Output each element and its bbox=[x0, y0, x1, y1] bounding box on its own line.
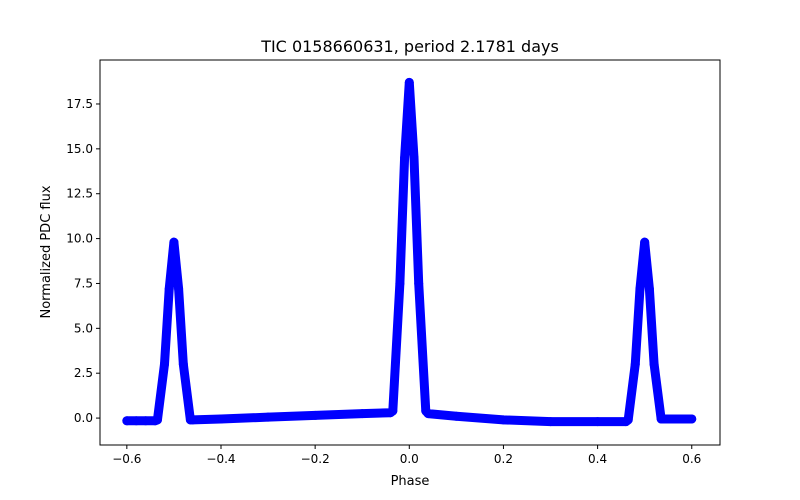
x-tick-label: 0.6 bbox=[682, 452, 701, 466]
x-axis-label: Phase bbox=[391, 474, 430, 489]
x-tick-label: 0.4 bbox=[588, 452, 607, 466]
data-point bbox=[141, 416, 151, 426]
data-point bbox=[357, 409, 367, 419]
y-tick-label: 7.5 bbox=[74, 276, 93, 290]
data-point bbox=[400, 153, 410, 163]
data-point bbox=[216, 414, 226, 424]
x-tick-label: 0.0 bbox=[400, 452, 419, 466]
data-point bbox=[164, 284, 174, 294]
data-point bbox=[659, 414, 669, 424]
data-point bbox=[687, 414, 697, 424]
data-point bbox=[546, 417, 556, 427]
data-point bbox=[409, 153, 419, 163]
data-point bbox=[263, 412, 273, 422]
data-point bbox=[635, 284, 645, 294]
y-tick-label: 5.0 bbox=[74, 321, 93, 335]
y-tick-label: 12.5 bbox=[66, 187, 93, 201]
series-flux-band bbox=[122, 77, 697, 427]
data-point bbox=[404, 77, 414, 87]
data-point bbox=[131, 416, 141, 426]
data-point bbox=[188, 415, 198, 425]
data-point bbox=[169, 237, 179, 247]
x-tick-label: −0.6 bbox=[112, 452, 141, 466]
x-tick-label: 0.2 bbox=[494, 452, 513, 466]
data-point bbox=[593, 417, 603, 427]
y-tick-label: 15.0 bbox=[66, 142, 93, 156]
data-point bbox=[451, 411, 461, 421]
data-point bbox=[423, 409, 433, 419]
data-point bbox=[159, 359, 169, 369]
data-point bbox=[644, 284, 654, 294]
data-point bbox=[178, 359, 188, 369]
data-point bbox=[623, 415, 633, 425]
data-point bbox=[640, 237, 650, 247]
y-tick-label: 10.0 bbox=[66, 232, 93, 246]
data-point bbox=[395, 278, 405, 288]
y-axis: 0.0 2.5 5.0 7.5 10.0 12.5 15.0 17.5 bbox=[66, 97, 100, 425]
y-axis-label: Normalized PDC flux bbox=[39, 185, 54, 318]
x-tick-label: −0.4 bbox=[206, 452, 235, 466]
plot-area bbox=[122, 77, 697, 427]
x-axis: −0.6 −0.4 −0.2 0.0 0.2 0.4 0.6 bbox=[112, 445, 701, 466]
chart-title: TIC 0158660631, period 2.1781 days bbox=[260, 37, 559, 56]
data-point bbox=[152, 415, 162, 425]
data-point bbox=[498, 415, 508, 425]
data-point bbox=[630, 359, 640, 369]
data-point bbox=[122, 416, 132, 426]
y-tick-label: 0.0 bbox=[74, 411, 93, 425]
axes-frame bbox=[99, 59, 721, 446]
data-point bbox=[668, 414, 678, 424]
data-point bbox=[649, 359, 659, 369]
x-tick-label: −0.2 bbox=[301, 452, 330, 466]
data-point bbox=[677, 414, 687, 424]
data-point bbox=[310, 410, 320, 420]
data-point bbox=[174, 284, 184, 294]
data-point bbox=[414, 278, 424, 288]
data-point bbox=[388, 406, 398, 416]
y-tick-label: 17.5 bbox=[66, 97, 93, 111]
y-tick-label: 2.5 bbox=[74, 366, 93, 380]
